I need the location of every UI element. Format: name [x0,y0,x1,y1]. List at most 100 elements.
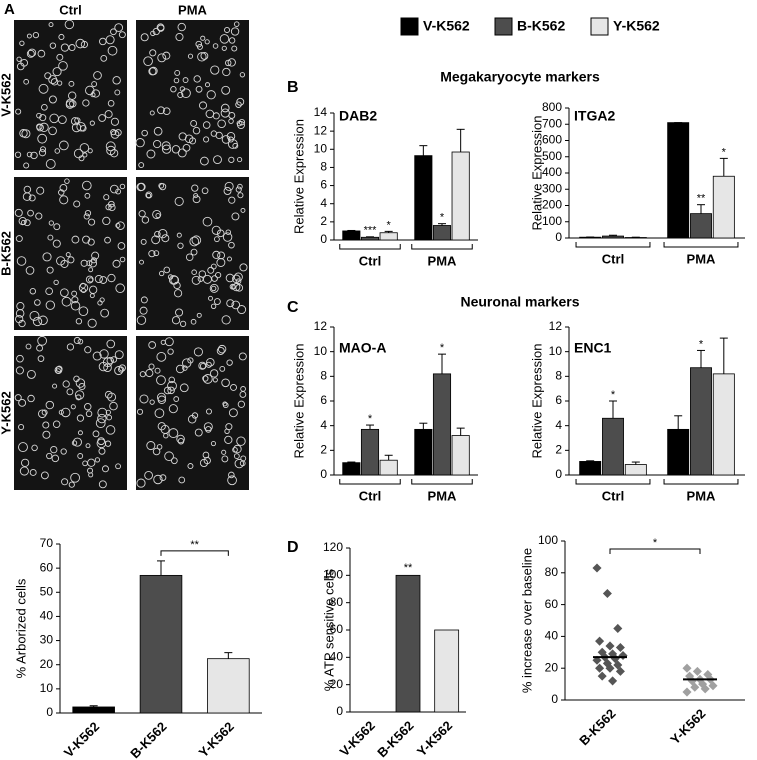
cell [77,453,84,459]
y-tick-label: 6 [555,393,562,407]
cell [71,296,79,304]
cell [104,110,113,119]
significance-label: * [653,537,658,549]
cell [220,108,230,118]
cell [59,195,69,205]
cell [52,239,61,248]
cell [64,19,75,30]
cell [177,148,187,158]
cell [15,366,24,375]
cell [182,365,188,371]
row-label: Y-K562 [0,391,13,434]
cell [154,367,161,374]
cell [110,356,118,363]
cell [228,408,238,418]
cell [157,395,167,404]
y-tick-label: 2 [320,443,327,457]
cell [233,453,240,459]
cell [228,156,235,163]
cell [164,337,174,347]
cell [181,88,191,99]
y-axis-label: % Arborized cells [13,578,28,678]
cell [173,396,180,402]
cell [110,128,117,136]
cell [196,43,203,50]
x-tick-label: B-K562 [127,719,169,760]
y-axis-label: Relative Expression [291,119,306,234]
legend-swatch [494,17,513,36]
cell [238,352,247,361]
cell [233,21,240,27]
cell [220,103,230,113]
cell [96,438,107,449]
x-tick-label: V-K562 [337,718,378,759]
cell [37,49,46,58]
cell [92,430,100,438]
cell [231,300,241,310]
data-point [615,666,625,676]
x-tick-label: B-K562 [374,718,416,760]
cell [237,305,247,315]
bar [667,428,690,476]
cell [118,364,126,372]
y-tick-label: 0 [555,467,562,481]
cell [153,126,163,136]
cell [68,44,76,51]
cell [140,33,149,42]
y-tick-label: 80 [330,595,344,609]
cell [234,458,244,469]
y-tick-label: 40 [545,629,559,643]
significance-label: * [440,212,445,224]
bar [712,175,735,239]
bar [379,232,398,241]
cell [239,263,248,272]
y-tick-label: 30 [40,633,54,647]
y-tick-label: 70 [40,536,54,550]
cell [83,213,90,220]
cell [114,129,122,137]
cell [175,32,184,42]
cell [189,236,200,247]
cell [148,363,155,370]
cell [176,232,182,238]
cell [222,67,231,77]
cell [68,80,75,87]
cell [209,283,219,293]
y-tick-label: 0 [320,467,327,481]
cell [93,71,102,80]
y-tick-label: 10 [549,344,563,358]
panel-label: D [287,539,299,556]
y-tick-label: 4 [320,418,327,432]
cell [141,216,150,224]
cell [57,115,67,125]
significance-label: * [611,389,616,401]
x-tick-label: Y-K562 [667,706,708,747]
cell [221,449,227,455]
chart-title: ENC1 [574,340,612,356]
cell [210,285,217,292]
y-tick-label: 12 [314,319,328,333]
cell [156,351,167,362]
cell [159,474,167,482]
cell [231,45,238,52]
cell [115,463,121,470]
x-tick-label: Ctrl [602,488,624,503]
cell [235,186,242,193]
cell [200,156,209,166]
cell [36,344,44,352]
cell [21,129,31,139]
cell [34,299,41,306]
cell [25,343,32,350]
cell [154,408,165,419]
cell [216,347,225,355]
cell [82,460,88,467]
panel-label: C [287,299,299,316]
cell [75,318,83,325]
cell [195,40,202,48]
y-tick-label: 2 [555,443,562,457]
panel-label: B [287,79,299,96]
bar [360,236,380,241]
cell [212,250,221,259]
cell [190,248,198,256]
group-bracket [411,244,473,250]
